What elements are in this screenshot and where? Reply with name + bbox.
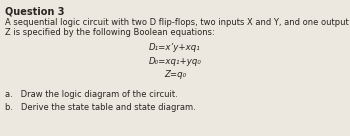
Text: Question 3: Question 3: [5, 6, 64, 16]
Text: A sequential logic circuit with two D flip-flops, two inputs X and Y, and one ou: A sequential logic circuit with two D fl…: [5, 18, 349, 27]
Text: D₀=xq₁+yq₀: D₀=xq₁+yq₀: [148, 57, 202, 66]
Text: D₁=x’y+xq₁: D₁=x’y+xq₁: [149, 43, 201, 52]
Text: Z=q₀: Z=q₀: [164, 70, 186, 79]
Text: a.   Draw the logic diagram of the circuit.: a. Draw the logic diagram of the circuit…: [5, 90, 178, 99]
Text: b.   Derive the state table and state diagram.: b. Derive the state table and state diag…: [5, 103, 196, 112]
Text: Z is specified by the following Boolean equations:: Z is specified by the following Boolean …: [5, 28, 215, 37]
